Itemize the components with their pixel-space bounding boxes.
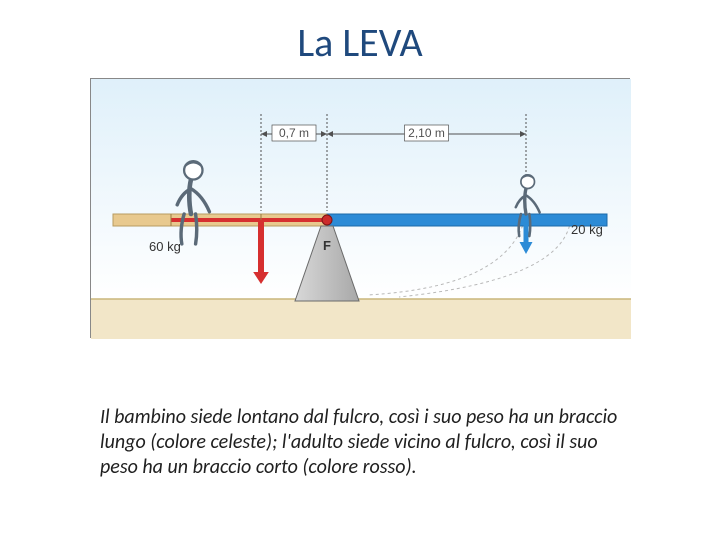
page-title: La LEVA <box>0 0 720 67</box>
caption-text: Il bambino siede lontano dal fulcro, cos… <box>100 405 640 480</box>
svg-text:F: F <box>323 238 331 253</box>
svg-text:0,7 m: 0,7 m <box>279 126 309 140</box>
lever-diagram: 0,7 m 2,10 m F 60 kg 20 kg <box>90 78 630 338</box>
svg-text:2,10 m: 2,10 m <box>408 126 445 140</box>
svg-text:20 kg: 20 kg <box>571 222 603 237</box>
svg-text:60 kg: 60 kg <box>149 239 181 254</box>
